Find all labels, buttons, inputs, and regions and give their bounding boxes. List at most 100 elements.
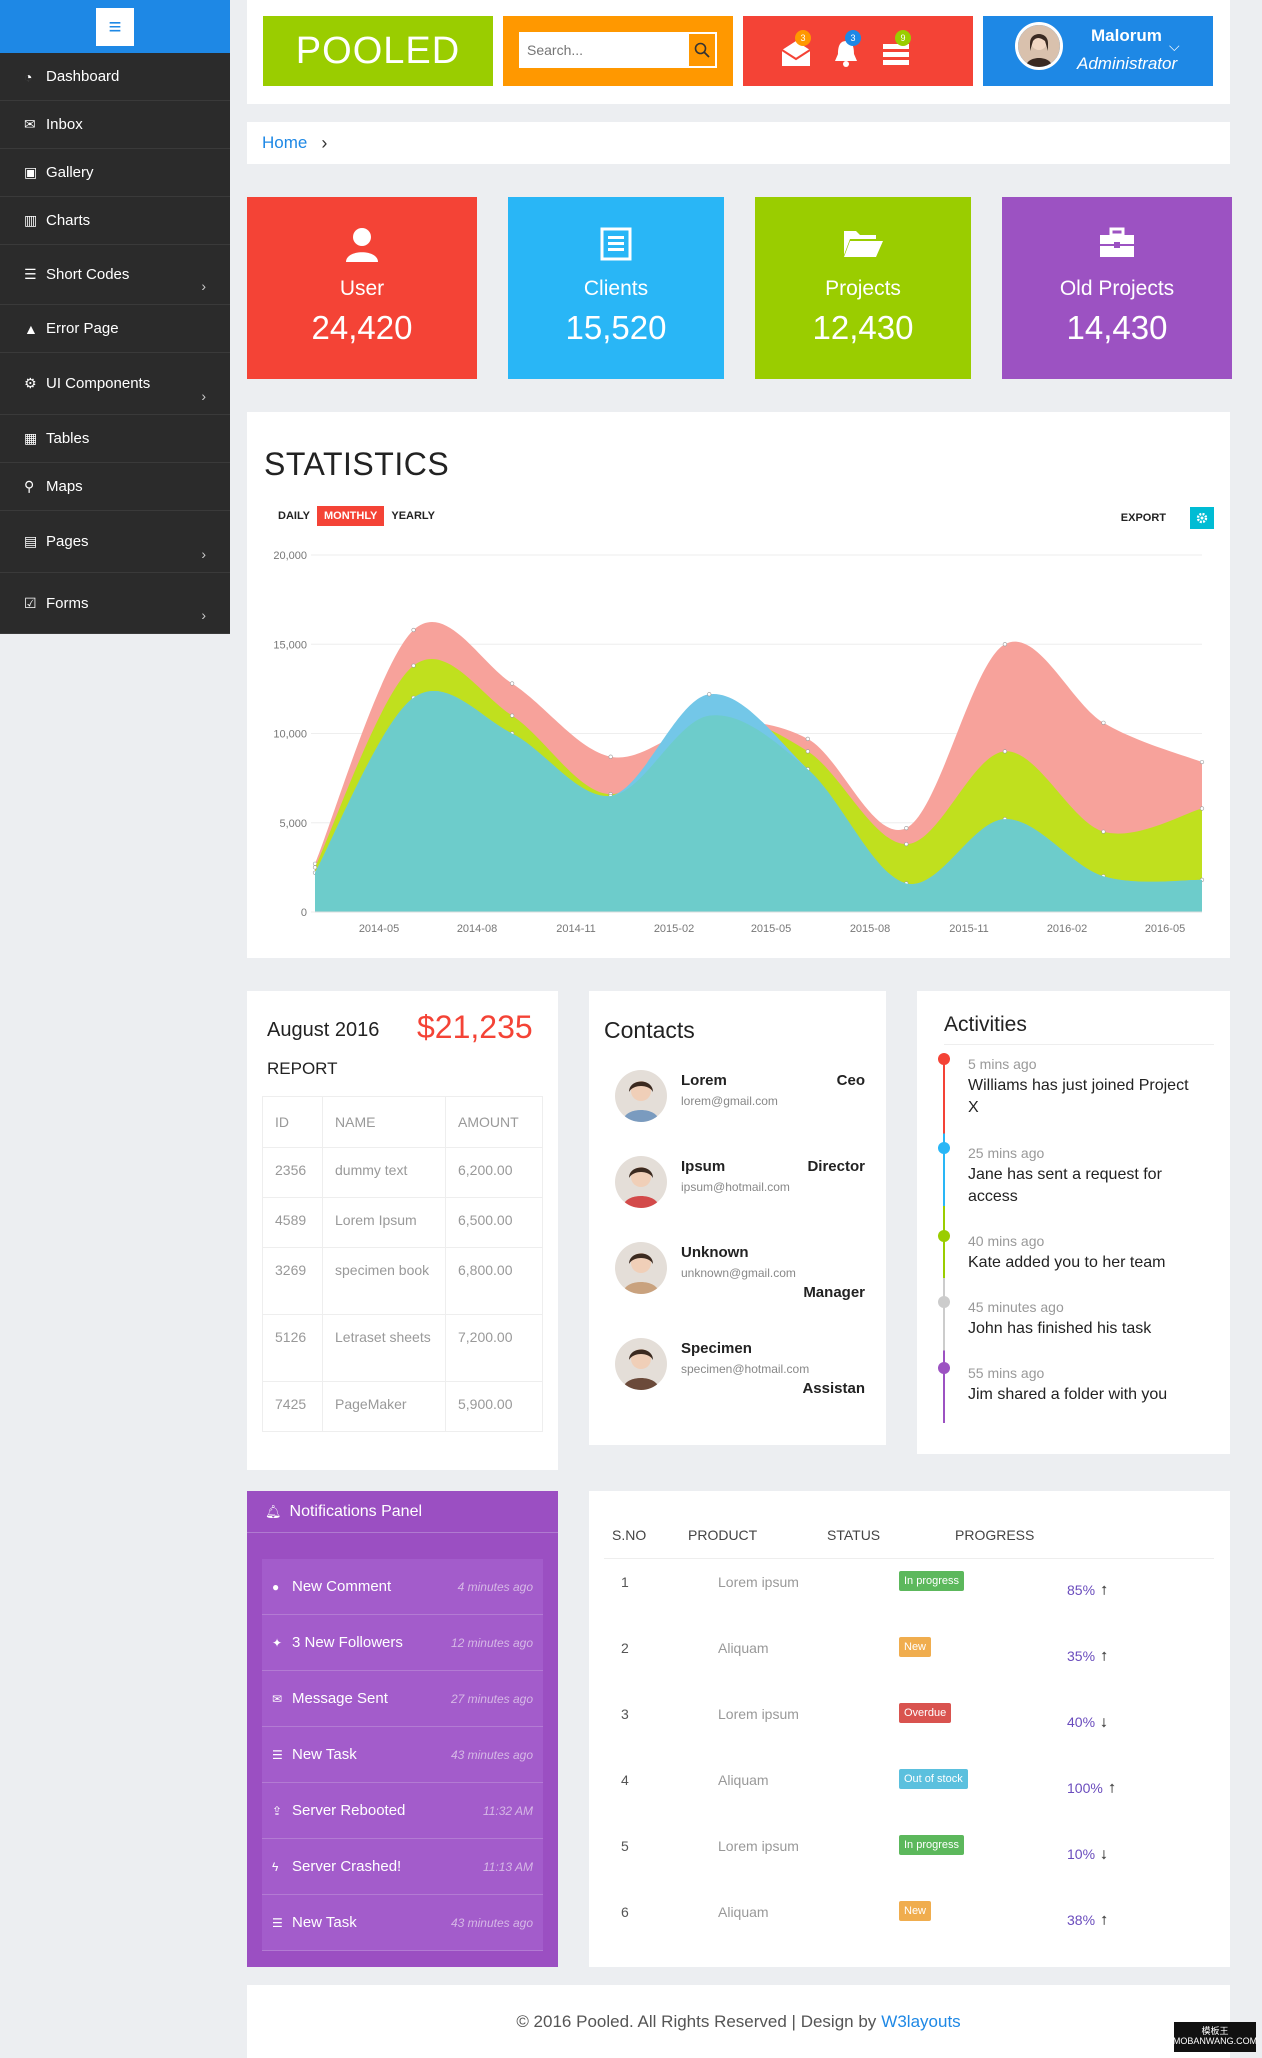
export-button[interactable]: EXPORT bbox=[1120, 512, 1166, 524]
series-area-4 bbox=[315, 691, 1202, 912]
mail-notification[interactable]: 3 bbox=[779, 30, 813, 72]
search-input[interactable] bbox=[519, 32, 699, 68]
table-cell-amount: 7,200.00 bbox=[445, 1314, 543, 1382]
notification-time: 27 minutes ago bbox=[450, 1691, 533, 1706]
sidebar-item-label: UI Components bbox=[46, 375, 151, 392]
notification-item[interactable]: ⇪ Server Rebooted 11:32 AM bbox=[262, 1783, 543, 1839]
tile-user[interactable]: User 24,420 bbox=[247, 197, 477, 379]
tile-old-projects[interactable]: Old Projects 14,430 bbox=[1002, 197, 1232, 379]
notification-label: New Comment bbox=[292, 1578, 392, 1595]
progress-value: 10% ⭣ bbox=[1067, 1846, 1107, 1863]
timeline-dot bbox=[938, 1142, 950, 1154]
contact-item[interactable]: Unknown unknown@gmail.com Manager bbox=[615, 1242, 865, 1302]
sidebar-item-forms[interactable]: ☑ Forms › bbox=[0, 573, 230, 634]
chevron-right-icon: › bbox=[201, 607, 206, 623]
report-month: August 2016 bbox=[267, 1019, 380, 1041]
timeline-dot bbox=[938, 1362, 950, 1374]
contact-name: Ipsum bbox=[681, 1158, 726, 1175]
row-number: 3 bbox=[621, 1706, 629, 1722]
timeline-dot bbox=[938, 1296, 950, 1308]
notifications-panel-header: 🔔︎ Notifications Panel bbox=[247, 1491, 558, 1533]
tab-daily[interactable]: DAILY bbox=[278, 510, 310, 522]
sidebar-item-charts[interactable]: ▥ Charts bbox=[0, 197, 230, 245]
tab-yearly[interactable]: YEARLY bbox=[391, 510, 435, 522]
contact-role: Manager bbox=[803, 1284, 865, 1301]
twitter-icon: ✦ bbox=[272, 1635, 283, 1650]
search-icon bbox=[694, 42, 710, 58]
tile-clients[interactable]: Clients 15,520 bbox=[508, 197, 724, 379]
watermark-logo: 模板王 MOBANWANG.COM bbox=[1173, 2022, 1257, 2052]
notification-item[interactable]: ϟ Server Crashed! 11:13 AM bbox=[262, 1839, 543, 1895]
sidebar-item-ui-components[interactable]: ⚙ UI Components › bbox=[0, 353, 230, 415]
contact-avatar bbox=[615, 1338, 667, 1390]
sidebar-item-label: Maps bbox=[46, 478, 83, 495]
menu-toggle-button[interactable]: ≡ bbox=[96, 7, 134, 46]
tile-label: User bbox=[339, 277, 385, 300]
arrow-up-icon: ⭡ bbox=[1108, 1781, 1115, 1796]
list-alt-icon bbox=[600, 227, 632, 261]
map-marker-icon: ⚲ bbox=[24, 478, 35, 494]
top-bar: POOLED 3 3 9 Malorum ⌵ Administrator bbox=[247, 0, 1230, 104]
data-point bbox=[805, 749, 810, 754]
contact-item[interactable]: Specimen specimen@hotmail.com Assistan bbox=[615, 1338, 865, 1398]
chart-settings-button[interactable] bbox=[1190, 507, 1214, 529]
product-name: Aliquam bbox=[718, 1640, 769, 1656]
hamburger-icon: ≡ bbox=[108, 13, 122, 39]
footer-link[interactable]: W3layouts bbox=[881, 2011, 961, 2031]
notification-time: 4 minutes ago bbox=[457, 1579, 533, 1594]
table-header-row: ID NAME AMOUNT bbox=[262, 1096, 543, 1148]
footer: © 2016 Pooled. All Rights Reserved | Des… bbox=[247, 1985, 1230, 2058]
notification-item[interactable]: ✉ Message Sent 27 minutes ago bbox=[262, 1671, 543, 1727]
sidebar-item-maps[interactable]: ⚲ Maps bbox=[0, 463, 230, 511]
x-tick-label: 2016-05 bbox=[1145, 923, 1185, 935]
timeline-line bbox=[943, 1061, 945, 1423]
sidebar-item-dashboard[interactable]: ◔ Dashboard bbox=[0, 53, 230, 101]
timeline-dot bbox=[938, 1053, 950, 1065]
notification-item[interactable]: ☰ New Task 43 minutes ago bbox=[262, 1727, 543, 1783]
user-icon bbox=[346, 228, 378, 262]
user-menu[interactable]: Malorum ⌵ Administrator bbox=[983, 16, 1213, 86]
notification-label: Message Sent bbox=[292, 1690, 388, 1707]
logo[interactable]: POOLED bbox=[263, 16, 493, 86]
activity-text: Williams has just joined Project X bbox=[968, 1077, 1189, 1116]
data-point bbox=[1002, 749, 1007, 754]
product-name: Lorem ipsum bbox=[718, 1838, 799, 1854]
tasks-notification[interactable]: 9 bbox=[879, 30, 913, 72]
sidebar-item-short-codes[interactable]: ☰ Short Codes › bbox=[0, 245, 230, 305]
data-point bbox=[411, 663, 416, 668]
table-row: 3269 specimen book 6,800.00 bbox=[262, 1247, 543, 1315]
sidebar-item-inbox[interactable]: ✉ Inbox bbox=[0, 101, 230, 149]
sidebar-item-pages[interactable]: ▤ Pages › bbox=[0, 511, 230, 573]
sidebar-item-tables[interactable]: ▦ Tables bbox=[0, 415, 230, 463]
activity-text: Jim shared a folder with you bbox=[968, 1386, 1168, 1403]
x-tick-label: 2015-02 bbox=[654, 923, 694, 935]
table-cell-name: dummy text bbox=[322, 1147, 446, 1198]
progress-percent: 85% bbox=[1067, 1582, 1096, 1598]
breadcrumb-home[interactable]: Home bbox=[262, 133, 308, 152]
activity-item: 5 mins ago Williams has just joined Proje… bbox=[938, 1053, 1198, 1119]
notification-item[interactable]: ● New Comment 4 minutes ago bbox=[262, 1559, 543, 1615]
notification-item[interactable]: ✦ 3 New Followers 12 minutes ago bbox=[262, 1615, 543, 1671]
tile-projects[interactable]: Projects 12,430 bbox=[755, 197, 971, 379]
row-number: 5 bbox=[621, 1838, 629, 1854]
contact-item[interactable]: Lorem lorem@gmail.com Ceo bbox=[615, 1070, 865, 1130]
sidebar-item-error-page[interactable]: ▲ Error Page bbox=[0, 305, 230, 353]
contact-item[interactable]: Ipsum ipsum@hotmail.com Director bbox=[615, 1156, 865, 1216]
notification-item[interactable]: ☰ New Task 43 minutes ago bbox=[262, 1895, 543, 1951]
bell-badge: 3 bbox=[845, 30, 861, 46]
status-badge: In progress bbox=[899, 1835, 965, 1855]
tab-monthly[interactable]: MONTHLY bbox=[317, 506, 385, 526]
x-tick-label: 2016-02 bbox=[1047, 923, 1087, 935]
sidebar-item-gallery[interactable]: ▣ Gallery bbox=[0, 149, 230, 197]
notification-label: Server Crashed! bbox=[292, 1858, 402, 1875]
progress-percent: 35% bbox=[1067, 1648, 1096, 1664]
tile-value: 15,520 bbox=[565, 309, 667, 346]
sidebar-item-label: Error Page bbox=[46, 320, 119, 337]
bell-notification[interactable]: 3 bbox=[829, 30, 863, 72]
report-card: August 2016 $21,235 REPORT ID NAME AMOUN… bbox=[247, 991, 558, 1470]
status-badge: Overdue bbox=[899, 1703, 952, 1723]
table-cell-amount: 5,900.00 bbox=[445, 1381, 543, 1432]
search-button[interactable] bbox=[687, 32, 717, 68]
column-header: ID bbox=[262, 1096, 323, 1148]
data-point bbox=[510, 713, 515, 718]
